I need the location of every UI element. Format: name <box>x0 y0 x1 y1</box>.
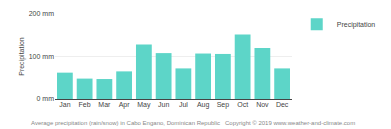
svg-text:Average precipitation (rain/sn: Average precipitation (rain/snow) in Cab… <box>31 120 355 126</box>
svg-text:Feb: Feb <box>79 101 91 108</box>
svg-text:May: May <box>137 101 151 109</box>
svg-text:Precipitation: Precipitation <box>337 21 376 29</box>
svg-text:100 mm: 100 mm <box>29 53 54 60</box>
svg-text:Mar: Mar <box>98 101 111 108</box>
svg-text:Jun: Jun <box>158 101 169 108</box>
svg-text:Dec: Dec <box>276 101 289 108</box>
svg-text:Jul: Jul <box>179 101 188 108</box>
svg-text:0 mm: 0 mm <box>37 95 55 102</box>
svg-text:Oct: Oct <box>237 101 248 108</box>
svg-text:Apr: Apr <box>119 101 131 109</box>
svg-text:Precipitation: Precipitation <box>18 37 26 76</box>
svg-text:Jan: Jan <box>59 101 70 108</box>
svg-text:Nov: Nov <box>256 101 269 108</box>
svg-text:200 mm: 200 mm <box>29 10 54 17</box>
svg-text:Sep: Sep <box>217 101 230 109</box>
svg-text:Aug: Aug <box>197 101 210 109</box>
